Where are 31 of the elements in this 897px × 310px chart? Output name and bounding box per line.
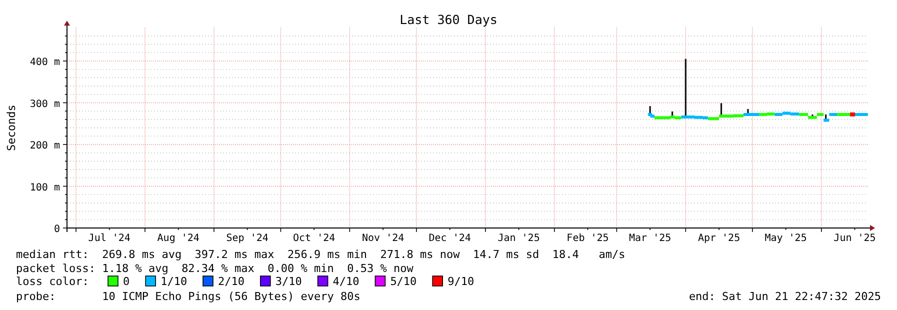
text: probe: 10 ICMP Echo Pings (56 Bytes) every 80s [16, 290, 360, 303]
x-tick-label: Apr '25 [698, 233, 740, 244]
x-tick-label: Feb '25 [566, 233, 609, 244]
y-tick-label: 200 m [30, 140, 60, 152]
x-tick-label: Dec '24 [428, 233, 471, 244]
x-tick-label: Nov '24 [362, 233, 404, 244]
x-tick-label: May '25 [764, 233, 807, 244]
x-tick-label: Jul '24 [88, 233, 130, 244]
chart-title: Last 360 Days [400, 12, 498, 27]
x-tick-label: Sep '24 [226, 233, 268, 244]
y-axis-title: Seconds [5, 104, 18, 151]
y-tick-label: 100 m [30, 182, 60, 194]
legend-label: 0 [123, 275, 130, 288]
legend-label: 4/10 [332, 275, 360, 288]
legend-title: loss color: [16, 275, 89, 288]
text: end: Sat Jun 21 22:47:32 2025 [688, 290, 881, 303]
y-tick-label: 0 [54, 224, 60, 235]
text: median rtt: 269.8 ms avg 397.2 ms max 256.9 ms min 271.8 ms now 14.7 ms sd 18.4 am/s [16, 248, 626, 261]
x-tick-label: Oct '24 [293, 233, 336, 244]
x-tick-label: Mar '25 [628, 233, 672, 244]
legend-label: 9/10 [448, 275, 474, 288]
y-tick-label: 300 m [30, 98, 60, 110]
text: packet loss: 1.18 % avg 82.34 % max 0.00 % min 0.53 % now [16, 262, 414, 275]
legend-label: 3/10 [275, 275, 302, 288]
x-tick-label: Jan '25 [498, 233, 540, 244]
legend-label: 2/10 [218, 275, 244, 288]
legend-label: 1/10 [160, 275, 188, 288]
legend-label: 5/10 [390, 275, 417, 288]
x-tick-label: Jun '25 [834, 233, 876, 244]
x-tick-label: Aug '24 [157, 233, 200, 244]
y-tick-label: 400 m [30, 57, 60, 68]
